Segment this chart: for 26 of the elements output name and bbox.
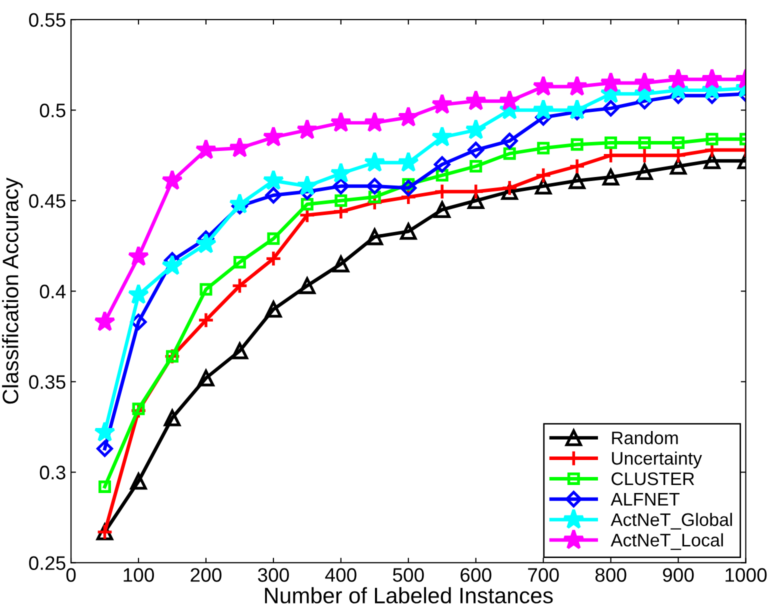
legend-label: Uncertainty [612,451,702,468]
y-tick-label: 0.35 [29,375,66,389]
y-axis-title: Classification Accuracy [2,178,23,404]
y-tick-label: 0.5 [40,104,66,118]
y-tick-label: 0.55 [29,13,66,27]
x-tick-label: 500 [392,568,424,582]
y-tick-label: 0.4 [40,284,66,298]
x-tick-label: 100 [124,568,154,582]
legend-label: ActNeT_Global [610,512,732,530]
x-tick-label: 900 [662,568,694,582]
y-tick-label: 0.45 [29,194,66,208]
x-tick-label: 400 [325,568,356,582]
x-tick-label: 0 [66,568,76,582]
x-tick-label: 700 [528,568,559,582]
x-tick-label: 200 [190,568,222,582]
x-tick-label: 800 [595,568,626,582]
x-axis-title: Number of Labeled Instances [265,587,553,604]
x-tick-label: 1000 [726,568,767,582]
y-tick-label: 0.3 [40,466,66,480]
legend-label: CLUSTER [612,472,694,486]
legend-label: ActNeT_Local [610,533,723,550]
y-tick-label: 0.25 [29,556,66,570]
x-tick-label: 300 [258,568,289,582]
x-tick-label: 600 [460,568,492,582]
legend-label: ALFNET [610,493,680,506]
legend-label: Random [612,431,678,444]
